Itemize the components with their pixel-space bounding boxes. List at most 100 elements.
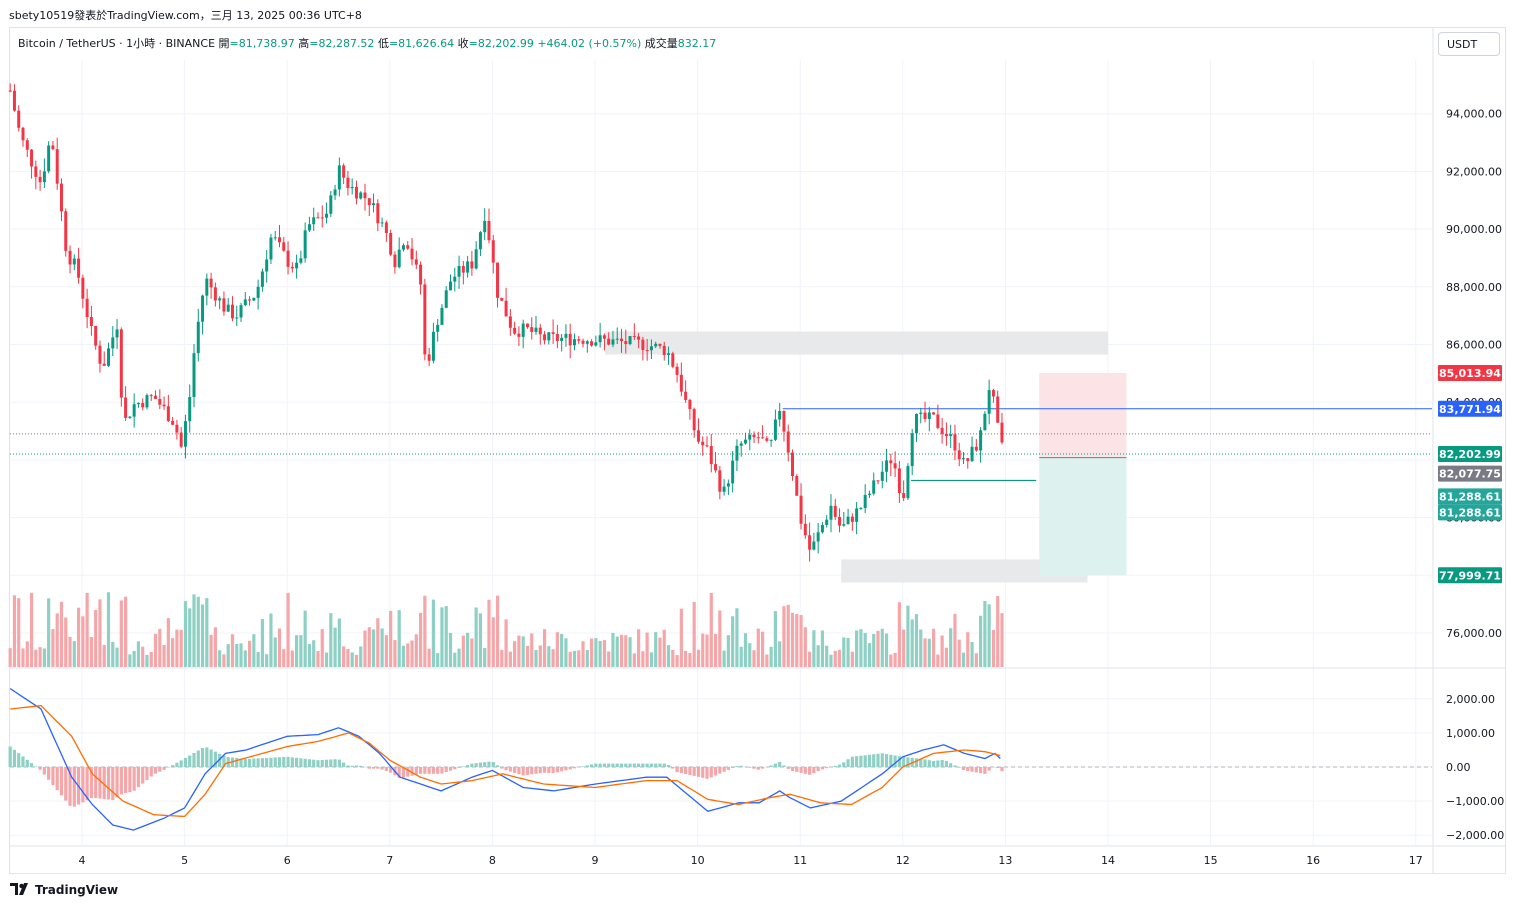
volume-bar [829, 654, 833, 667]
volume-label: 成交量 [644, 37, 678, 50]
candle [363, 192, 367, 199]
currency-button[interactable]: USDT [1438, 32, 1500, 56]
volume-bar [799, 615, 803, 667]
candle [72, 258, 76, 265]
candle [42, 171, 46, 183]
volume-bar [927, 638, 931, 667]
volume-bar [457, 648, 461, 667]
macd-bar [55, 767, 59, 791]
volume-bar [547, 646, 551, 667]
candle [825, 519, 829, 525]
candle [154, 395, 158, 399]
price-tag: 81,288.61 [1438, 488, 1502, 505]
volume-bar [153, 633, 158, 667]
macd-bar [312, 759, 316, 767]
candle [867, 493, 871, 495]
macd-bar [662, 763, 666, 767]
macd-bar [119, 767, 123, 795]
macd-bar [859, 755, 863, 767]
volume-bar [649, 652, 654, 667]
macd-tick-label: 2,000.00 [1446, 693, 1495, 706]
volume-bar [726, 635, 730, 667]
candle [98, 345, 102, 364]
volume-bar [551, 649, 555, 667]
candle [230, 304, 234, 319]
candle [329, 195, 333, 214]
candle [859, 508, 863, 510]
macd-histogram [8, 746, 1004, 807]
candle [1000, 422, 1004, 443]
macd-bar [337, 759, 341, 767]
macd-bar [872, 754, 876, 767]
volume-bar [414, 634, 418, 667]
macd-bar [427, 767, 431, 774]
macd-bar [564, 767, 568, 771]
candle [645, 349, 649, 351]
volume-bar [333, 627, 337, 667]
macd-bar [21, 756, 25, 767]
volume-bar [517, 635, 521, 667]
candle [662, 345, 666, 356]
volume-bar [393, 640, 397, 667]
macd-bar [696, 767, 701, 777]
macd-bar [974, 767, 978, 773]
volume-bar [363, 630, 367, 667]
candle [8, 90, 12, 92]
tradingview-footer[interactable]: TradingView [10, 883, 118, 898]
volume-bar [145, 654, 149, 667]
candle [795, 475, 799, 496]
low-value: =81,626.64 [388, 37, 455, 50]
volume-bar [637, 629, 641, 667]
volume-bar [55, 613, 59, 667]
candle [829, 505, 833, 520]
macd-bar [782, 765, 786, 767]
macd-bar [423, 767, 427, 774]
volume-bar [162, 644, 166, 667]
volume-bar [850, 651, 854, 667]
candle [325, 213, 329, 218]
volume-bar [914, 614, 919, 667]
macd-bar [560, 767, 564, 772]
volume-bar [594, 638, 598, 667]
macd-bar [808, 767, 812, 775]
macd-bar [731, 767, 735, 768]
macd-bar [760, 767, 765, 769]
volume-bar [8, 648, 12, 667]
macd-bar [106, 767, 111, 800]
volume-bar [760, 631, 765, 667]
macd-bar [359, 765, 363, 767]
volume-bar [795, 614, 799, 667]
macd-bar [346, 765, 350, 767]
candle [201, 295, 205, 322]
macd-line [9, 688, 1001, 831]
macd-bar [376, 767, 380, 769]
macd-bar [684, 767, 688, 775]
volume-bar [585, 650, 589, 667]
symbol-name[interactable]: Bitcoin / TetherUS · 1小時 · BINANCE [18, 37, 216, 50]
volume-bar [111, 641, 115, 667]
volume-bar [782, 606, 786, 667]
macd-bar [243, 758, 247, 767]
candle [158, 398, 162, 405]
candle [491, 240, 495, 263]
macd-bar [273, 757, 277, 767]
volume-bar [756, 628, 760, 667]
volume-bar [21, 648, 25, 667]
candle [372, 203, 376, 206]
volume-bar [205, 598, 209, 667]
macd-bar [94, 767, 98, 799]
macd-bar [235, 758, 239, 767]
volume-bar [748, 643, 752, 667]
candle [957, 450, 961, 460]
candle [513, 327, 517, 334]
position-target-zone [1039, 457, 1127, 576]
candle [581, 340, 585, 344]
position-risk-zone [1039, 372, 1127, 458]
volume-bar [624, 635, 628, 667]
candle [389, 233, 393, 255]
macd-bar [431, 767, 436, 774]
candle [132, 404, 136, 417]
macd-bar [897, 756, 901, 767]
macd-bar [149, 767, 153, 777]
